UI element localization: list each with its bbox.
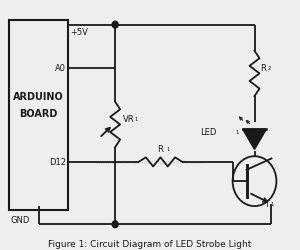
Text: R: R [260,64,266,73]
Text: +5V: +5V [70,28,88,37]
Text: T: T [265,200,269,208]
Text: $_2$: $_2$ [268,64,272,73]
Text: $_1$: $_1$ [270,200,275,208]
Text: ARDUINO: ARDUINO [13,92,64,102]
Bar [9,21,68,210]
Text: $_1$: $_1$ [166,144,171,153]
Polygon shape [243,130,266,150]
Text: VR: VR [123,115,135,124]
Text: D12: D12 [50,158,66,167]
Text: Figure 1: Circuit Diagram of LED Strobe Light: Figure 1: Circuit Diagram of LED Strobe … [48,239,252,248]
Text: A0: A0 [56,64,66,73]
Text: LED: LED [200,127,217,136]
Circle shape [112,221,118,228]
Circle shape [112,22,118,29]
Text: $_1$: $_1$ [134,115,139,124]
Text: BOARD: BOARD [19,109,58,119]
Text: GND: GND [11,215,30,224]
Text: www.bestengineeringprojects.com: www.bestengineeringprojects.com [95,160,205,165]
Text: R: R [158,144,164,153]
Text: $_1$: $_1$ [235,127,240,136]
